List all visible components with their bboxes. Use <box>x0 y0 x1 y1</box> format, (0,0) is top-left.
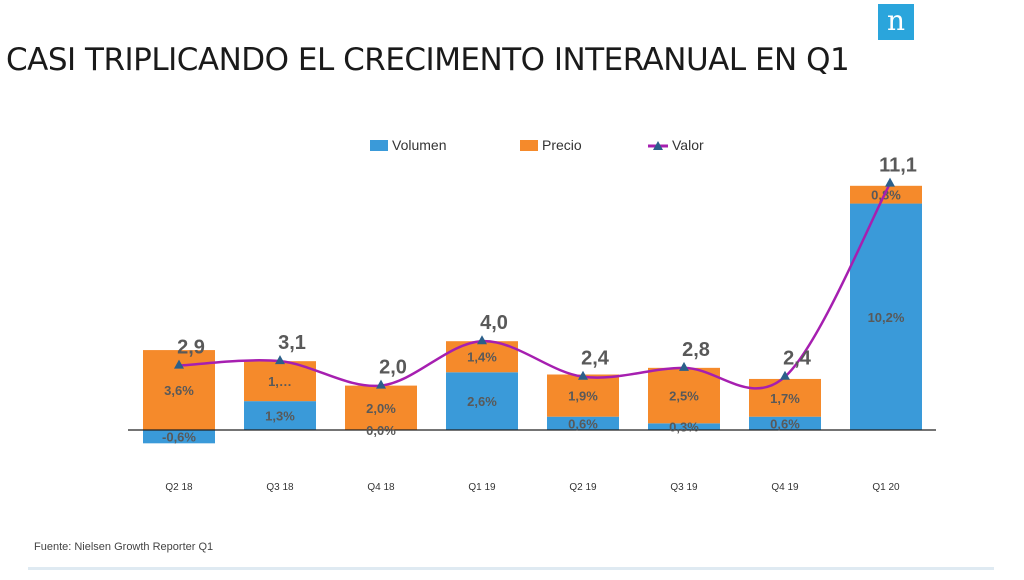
bar-precio <box>648 367 720 424</box>
source-note: Fuente: Nielsen Growth Reporter Q1 <box>34 541 214 553</box>
data-label-valor: 2,8 <box>682 339 710 361</box>
page-title: CASI TRIPLICANDO EL CRECIMENTO INTERANUA… <box>6 42 850 78</box>
bar-volumen <box>244 401 316 430</box>
nielsen-logo: n <box>878 4 914 40</box>
valor-marker <box>275 355 285 365</box>
data-label-volumen: 0,0% <box>366 423 396 438</box>
legend-marker-valor <box>653 141 663 150</box>
valor-marker <box>578 370 588 380</box>
data-label-volumen: 0,3% <box>669 420 699 435</box>
x-tick-label: Q3 18 <box>266 482 294 493</box>
bar-precio <box>547 374 619 417</box>
legend-swatch-volumen <box>370 140 388 151</box>
data-label-valor: 2,0 <box>379 357 407 379</box>
valor-marker <box>885 177 895 187</box>
data-label-volumen: 2,6% <box>467 394 497 409</box>
data-label-valor: 2,4 <box>581 348 610 370</box>
legend-swatch-precio <box>520 140 538 151</box>
data-label-precio: 2,0% <box>366 401 396 416</box>
x-tick-label: Q3 19 <box>670 482 698 493</box>
data-label-volumen: -0,6% <box>162 430 196 445</box>
data-label-precio: 1,9% <box>568 389 598 404</box>
stacked-bar-line-chart: Volumen Precio Valor 3,6% -0,6% 1,… 1,3% 2,0% 0,… <box>128 137 936 493</box>
data-label-precio: 3,6% <box>164 383 194 398</box>
data-label-precio: 1,4% <box>467 350 497 365</box>
bar-precio <box>345 385 417 430</box>
bar-volumen <box>547 416 619 430</box>
legend-label-precio: Precio <box>542 137 582 153</box>
data-label-volumen: 1,3% <box>265 409 295 424</box>
data-label-precio: 0,8% <box>871 188 901 203</box>
bar-volumen <box>446 372 518 430</box>
data-label-valor: 2,4 <box>783 348 812 370</box>
data-label-valor: 11,1 <box>879 155 917 177</box>
legend-label-volumen: Volumen <box>392 137 446 153</box>
bar-precio <box>749 378 821 417</box>
valor-marker <box>679 361 689 371</box>
data-label-precio: 1,… <box>268 374 292 389</box>
data-label-precio: 1,7% <box>770 391 800 406</box>
x-tick-label: Q1 20 <box>872 482 900 493</box>
x-tick-label: Q2 18 <box>165 482 193 493</box>
bar-volumen <box>749 416 821 430</box>
x-tick-label: Q2 19 <box>569 482 597 493</box>
x-tick-label: Q1 19 <box>468 482 496 493</box>
x-tick-label: Q4 18 <box>367 482 395 493</box>
data-label-precio: 2,5% <box>669 389 699 404</box>
bar-precio <box>850 185 922 204</box>
data-label-volumen: 0,6% <box>770 416 800 431</box>
x-tick-label: Q4 19 <box>771 482 799 493</box>
data-label-volumen: 0,6% <box>568 416 598 431</box>
data-label-valor: 3,1 <box>278 332 306 354</box>
legend-label-valor: Valor <box>672 137 704 153</box>
footer-divider <box>28 567 994 570</box>
bar-volumen <box>143 430 215 444</box>
bar-volumen <box>648 423 720 430</box>
valor-marker <box>174 359 184 369</box>
data-label-valor: 2,9 <box>177 337 205 359</box>
valor-marker <box>780 370 790 380</box>
valor-marker <box>477 335 487 345</box>
data-label-volumen: 10,2% <box>868 310 905 325</box>
valor-marker <box>376 379 386 389</box>
data-label-valor: 4,0 <box>480 312 508 334</box>
